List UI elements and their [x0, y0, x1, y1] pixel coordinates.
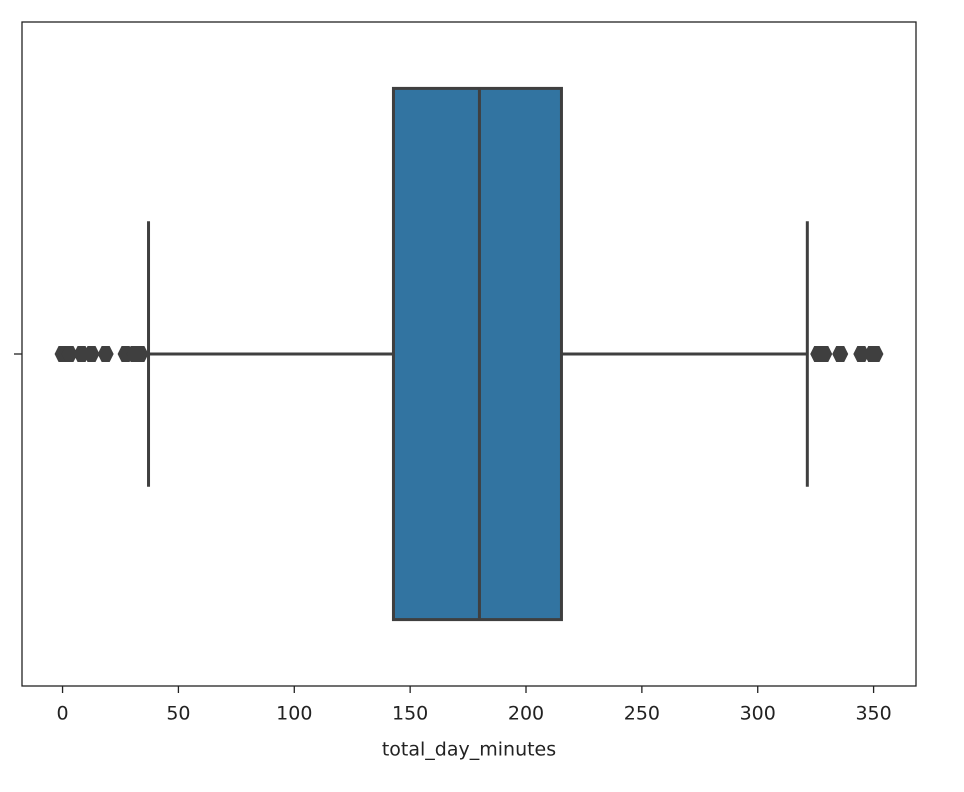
flier: [97, 346, 114, 362]
x-tick-label: 200: [508, 703, 544, 725]
flier: [816, 346, 833, 362]
flier: [853, 346, 870, 362]
x-tick-label: 0: [57, 703, 69, 725]
flier: [867, 346, 884, 362]
x-tick-label: 250: [624, 703, 660, 725]
x-tick-label: 150: [392, 703, 428, 725]
x-axis-label: total_day_minutes: [382, 739, 556, 761]
flier: [832, 346, 849, 362]
x-tick-label: 100: [276, 703, 312, 725]
box: [391, 86, 563, 622]
flier: [83, 346, 100, 362]
flier: [61, 346, 78, 362]
x-tick-label: 300: [740, 703, 776, 725]
x-tick-label: 350: [855, 703, 891, 725]
x-tick-label: 50: [166, 703, 190, 725]
flier: [132, 346, 149, 362]
